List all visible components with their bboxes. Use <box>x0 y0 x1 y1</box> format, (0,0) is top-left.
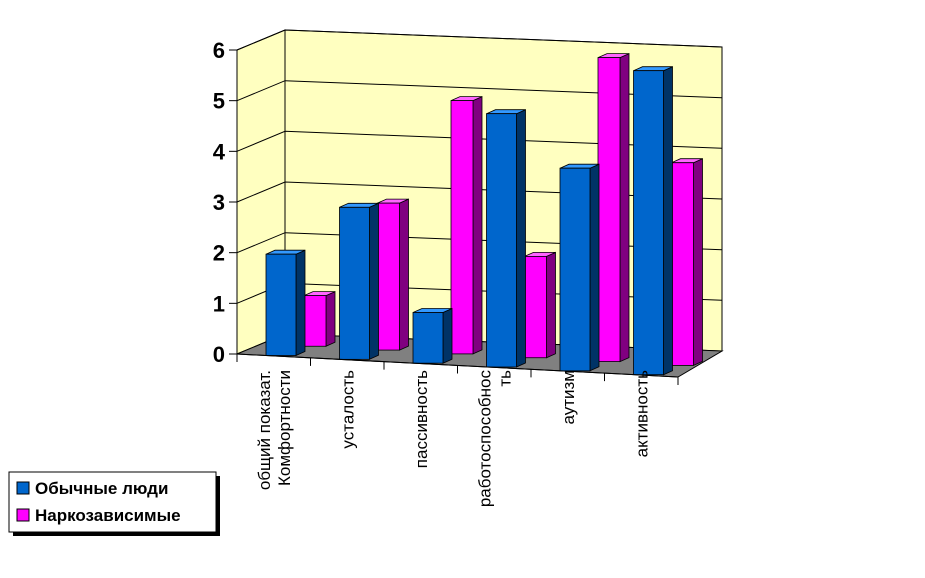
bar-side <box>442 307 453 364</box>
bar-2-4 <box>524 251 556 359</box>
legend-swatch <box>16 508 30 522</box>
bar-front <box>265 253 297 356</box>
y-tick-label: 6 <box>213 38 225 63</box>
y-tick-label: 5 <box>213 89 225 114</box>
bar-1-4 <box>486 109 526 368</box>
bar-front <box>339 206 370 360</box>
bar-front <box>303 295 327 347</box>
y-tick-label: 0 <box>213 342 225 367</box>
x-tick-label: работоспособнос <box>475 370 494 508</box>
bar-front <box>524 256 547 359</box>
x-tick-label: усталость <box>338 370 357 449</box>
y-tick-label: 1 <box>213 291 225 316</box>
bar-side <box>516 109 526 368</box>
y-tick-label: 2 <box>213 241 225 266</box>
bar-1-2 <box>339 202 379 360</box>
x-tick-label-5: аутизм <box>559 370 578 425</box>
y-tick-label: 3 <box>213 190 225 215</box>
bar-side <box>295 249 306 357</box>
x-axis-line <box>236 353 679 378</box>
bar-front <box>377 202 400 351</box>
bar-front <box>486 113 517 368</box>
x-tick-label: аутизм <box>559 370 578 425</box>
legend-frame <box>8 471 217 533</box>
bar-2-2 <box>377 198 409 351</box>
legend-swatch <box>16 481 30 495</box>
gridline <box>236 130 723 152</box>
x-tick-label-3: пассивность <box>412 370 431 468</box>
bar-front <box>450 100 474 355</box>
x-tick-label: ть <box>495 370 514 387</box>
x-tick-label: активность <box>632 370 651 458</box>
legend-label: Наркозависимые <box>35 506 181 525</box>
legend-box: Обычные люди Наркозависимые <box>8 471 220 536</box>
bar-front <box>597 57 621 362</box>
bar-1-1 <box>265 249 306 357</box>
bar-side <box>472 95 483 355</box>
y-tick-label: 4 <box>213 139 226 164</box>
bar-2-5 <box>597 52 630 363</box>
gridline <box>236 29 723 51</box>
bar-front <box>633 70 664 376</box>
bar-2-3 <box>450 95 483 355</box>
bar-front <box>412 312 444 364</box>
bar-side <box>369 202 379 360</box>
x-tick-label: пассивность <box>412 370 431 468</box>
x-tick-label-4: работоспособнос ть <box>475 370 514 508</box>
legend-label: Обычные люди <box>35 479 168 498</box>
x-tick-label-2: усталость <box>338 370 357 449</box>
bar-side <box>325 290 336 347</box>
legend: Обычные люди Наркозависимые <box>8 471 220 536</box>
y-axis: 0 1 2 3 4 5 6 <box>213 38 238 367</box>
bar-side <box>693 158 703 367</box>
x-axis: общий показат. Комфортности усталость пасси… <box>236 353 679 508</box>
x-tick-label: общий показат. <box>255 370 274 490</box>
bar-side <box>589 163 600 372</box>
bar-2-6 <box>671 158 703 367</box>
bar-1-6 <box>633 66 673 376</box>
bar-1-3 <box>412 307 453 364</box>
bar-1-5 <box>559 163 600 372</box>
x-tick-label: Комфортности <box>275 370 294 486</box>
bars <box>265 52 703 376</box>
bar-side <box>619 52 630 363</box>
x-tick-label-1: общий показат. Комфортности <box>255 370 294 490</box>
x-tick-label-6: активность <box>632 370 651 458</box>
bar-side <box>399 198 409 351</box>
bar-front <box>671 162 694 366</box>
bar-side <box>663 66 673 376</box>
bar-side <box>546 251 556 359</box>
gridline <box>236 80 723 102</box>
bar-front <box>559 167 591 372</box>
bar-2-1 <box>303 290 336 347</box>
